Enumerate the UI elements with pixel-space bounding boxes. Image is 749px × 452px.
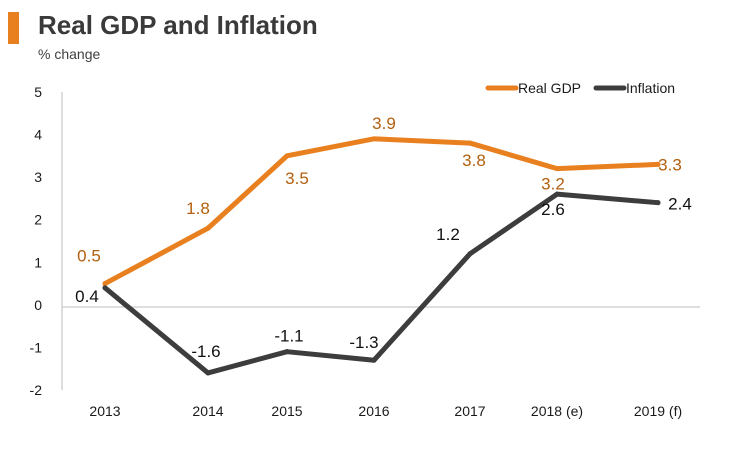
inflation-data-label: 0.4 bbox=[75, 287, 99, 306]
inflation-data-label: -1.6 bbox=[191, 342, 220, 361]
y-axis-ticks: 5 4 3 2 1 0 -1 -2 bbox=[30, 84, 43, 398]
chart-title: Real GDP and Inflation bbox=[38, 10, 318, 40]
x-tick-label: 2018 (e) bbox=[531, 403, 583, 419]
gdp-data-label: 3.5 bbox=[285, 169, 309, 188]
title-accent-bar bbox=[8, 12, 19, 44]
x-tick-label: 2019 (f) bbox=[634, 403, 682, 419]
x-axis-ticks: 2013 2014 2015 2016 2017 2018 (e) 2019 (f) bbox=[89, 403, 682, 419]
series-line-inflation bbox=[102, 191, 661, 376]
inflation-data-label: 1.2 bbox=[436, 225, 460, 244]
x-tick-label: 2016 bbox=[358, 403, 389, 419]
data-point bbox=[467, 140, 473, 146]
data-point bbox=[655, 161, 661, 167]
y-tick-label: 3 bbox=[34, 169, 42, 185]
data-point bbox=[554, 191, 560, 197]
y-tick-label: -2 bbox=[30, 382, 43, 398]
y-tick-label: 1 bbox=[34, 254, 42, 270]
data-point bbox=[284, 153, 290, 159]
gdp-data-label: 3.3 bbox=[658, 155, 682, 174]
data-point bbox=[102, 285, 108, 291]
y-tick-label: -1 bbox=[30, 339, 43, 355]
legend: Real GDP Inflation bbox=[485, 80, 675, 96]
data-point bbox=[205, 370, 211, 376]
inflation-data-label: -1.3 bbox=[349, 333, 378, 352]
y-tick-label: 0 bbox=[34, 297, 42, 313]
data-point bbox=[655, 200, 661, 206]
x-tick-label: 2014 bbox=[192, 403, 223, 419]
y-tick-label: 4 bbox=[34, 127, 42, 143]
inflation-data-label: 2.4 bbox=[668, 195, 692, 214]
gdp-data-label: 1.8 bbox=[186, 199, 210, 218]
x-tick-label: 2013 bbox=[89, 403, 120, 419]
x-tick-label: 2017 bbox=[454, 403, 485, 419]
legend-label: Inflation bbox=[626, 80, 675, 96]
data-point bbox=[102, 281, 108, 287]
gdp-data-label: 3.2 bbox=[541, 175, 565, 194]
x-tick-label: 2015 bbox=[271, 403, 302, 419]
y-tick-label: 2 bbox=[34, 212, 42, 228]
chart-subtitle: % change bbox=[38, 46, 101, 62]
inflation-data-label: 2.6 bbox=[541, 200, 565, 219]
data-point bbox=[371, 357, 377, 363]
data-labels: 0.5 1.8 3.5 3.9 3.8 3.2 3.3 0.4 -1.6 -1.1 -1.3 1.2 2… bbox=[75, 114, 692, 361]
data-point bbox=[284, 349, 290, 355]
data-point bbox=[467, 251, 473, 257]
gdp-data-label: 3.9 bbox=[372, 114, 396, 133]
series-lines bbox=[102, 136, 661, 376]
gdp-data-label: 0.5 bbox=[77, 247, 101, 266]
legend-label: Real GDP bbox=[518, 80, 581, 96]
data-point bbox=[205, 225, 211, 231]
y-tick-label: 5 bbox=[34, 84, 42, 100]
data-point bbox=[554, 166, 560, 172]
gdp-data-label: 3.8 bbox=[462, 151, 486, 170]
data-point bbox=[371, 136, 377, 142]
inflation-data-label: -1.1 bbox=[274, 327, 303, 346]
